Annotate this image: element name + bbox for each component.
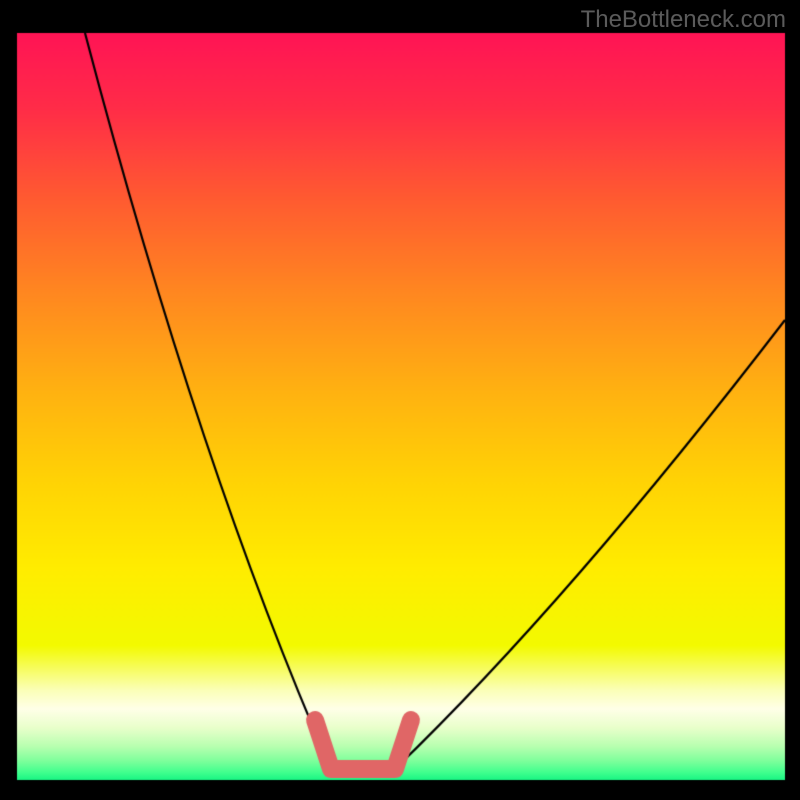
watermark-text: TheBottleneck.com [581, 6, 786, 34]
bottleneck-chart-canvas [0, 0, 800, 800]
chart-container: TheBottleneck.com [0, 0, 800, 800]
